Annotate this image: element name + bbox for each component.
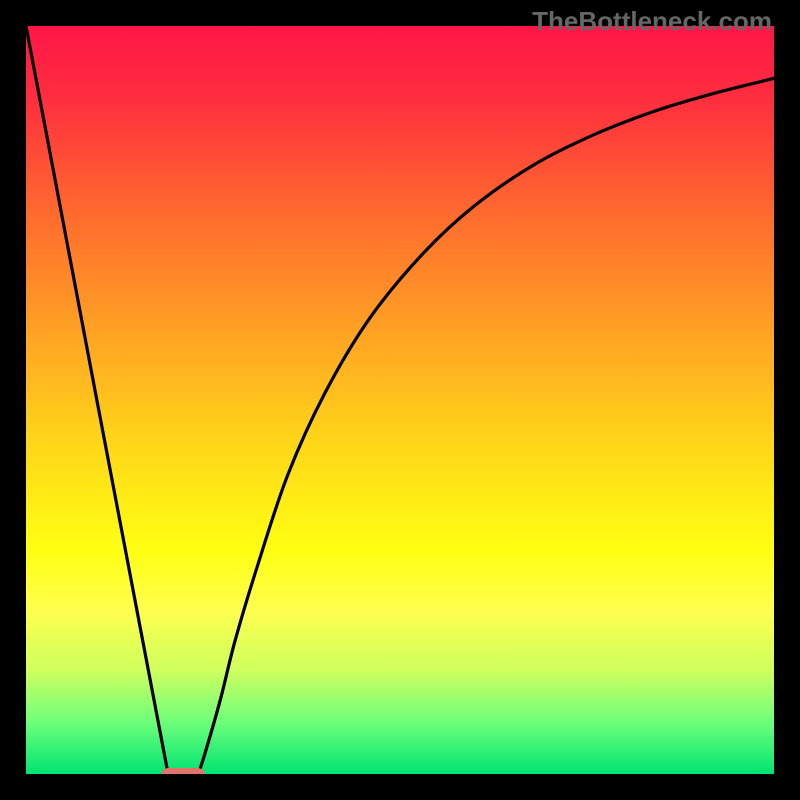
chart-frame bbox=[0, 0, 800, 800]
chart-container: TheBottleneck.com bbox=[0, 0, 800, 800]
watermark-text: TheBottleneck.com bbox=[532, 6, 772, 37]
chart-svg bbox=[26, 26, 774, 774]
chart-background bbox=[26, 26, 774, 774]
bottleneck-marker bbox=[161, 768, 204, 774]
